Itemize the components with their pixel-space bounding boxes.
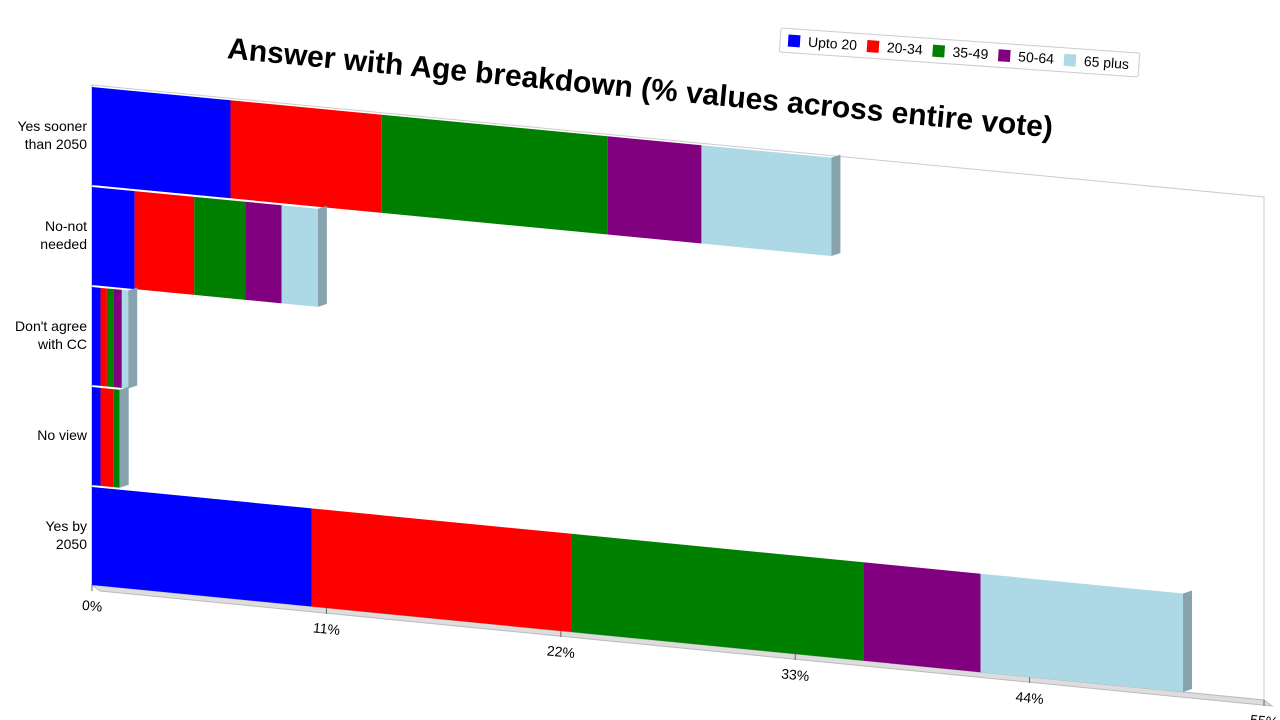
bar-segment <box>113 389 120 488</box>
legend-swatch <box>787 34 801 48</box>
legend-swatch <box>1063 53 1077 67</box>
bar-end <box>831 154 841 257</box>
bar-segment <box>113 289 122 388</box>
legend: Upto 20 20-34 35-49 50-64 65 plus <box>778 27 1141 78</box>
bar-segment <box>571 533 864 661</box>
bar-segment <box>701 145 832 257</box>
legend-label: 35-49 <box>952 44 989 62</box>
x-tick-label: 55% <box>1249 711 1278 720</box>
bar-segment <box>121 289 129 389</box>
bar-segment <box>92 287 101 386</box>
y-tick-label: Yes sooner than 2050 <box>17 118 87 152</box>
y-tick-label: Yes by 2050 <box>45 518 87 552</box>
x-tick-label: 22% <box>546 642 575 661</box>
floor <box>90 584 1274 707</box>
y-tick-label: Don't agree with CC <box>15 318 87 352</box>
bar-segment <box>607 136 702 244</box>
bar-segment <box>311 508 572 633</box>
x-tick-label: 33% <box>781 665 810 684</box>
bar-segment <box>134 191 195 295</box>
bar-segment <box>92 487 312 607</box>
bar-segment <box>245 201 282 304</box>
legend-swatch <box>866 40 880 53</box>
bar-end <box>1183 590 1193 693</box>
bar-segment <box>863 562 981 673</box>
bar-end <box>119 386 129 488</box>
legend-swatch <box>997 49 1011 63</box>
y-tick-label: No view <box>37 427 87 443</box>
legend-label: 20-34 <box>886 39 923 57</box>
bar-segment <box>281 205 318 307</box>
bar-segment <box>194 196 246 300</box>
x-tick-label: 44% <box>1015 688 1044 707</box>
bar-end <box>317 205 327 307</box>
legend-swatch <box>932 44 946 58</box>
legend-label: 65 plus <box>1083 53 1129 72</box>
bar-segment <box>100 287 107 387</box>
bar-end <box>128 287 138 389</box>
y-tick-label: No-not needed <box>40 218 87 252</box>
bar-segment <box>92 387 101 486</box>
legend-label: Upto 20 <box>808 34 858 53</box>
bar-segment <box>230 100 382 213</box>
bar-segment <box>980 573 1184 693</box>
bar-segment <box>100 387 114 488</box>
x-tick-label: 0% <box>81 597 103 615</box>
bar-segment <box>106 288 114 388</box>
bar-segment <box>92 87 231 199</box>
x-tick-label: 11% <box>312 619 340 638</box>
legend-label: 50-64 <box>1018 48 1055 66</box>
bar-segment <box>381 114 608 235</box>
bar-segment <box>92 187 135 290</box>
